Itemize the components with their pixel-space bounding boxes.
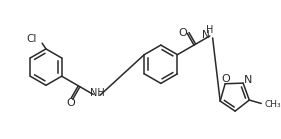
Text: N: N bbox=[202, 30, 210, 40]
Text: CH₃: CH₃ bbox=[264, 100, 281, 109]
Text: Cl: Cl bbox=[26, 34, 36, 44]
Text: N: N bbox=[244, 75, 252, 85]
Text: O: O bbox=[178, 28, 187, 38]
Text: H: H bbox=[206, 25, 214, 35]
Text: NH: NH bbox=[90, 88, 105, 98]
Text: O: O bbox=[67, 98, 76, 108]
Text: O: O bbox=[222, 74, 230, 84]
